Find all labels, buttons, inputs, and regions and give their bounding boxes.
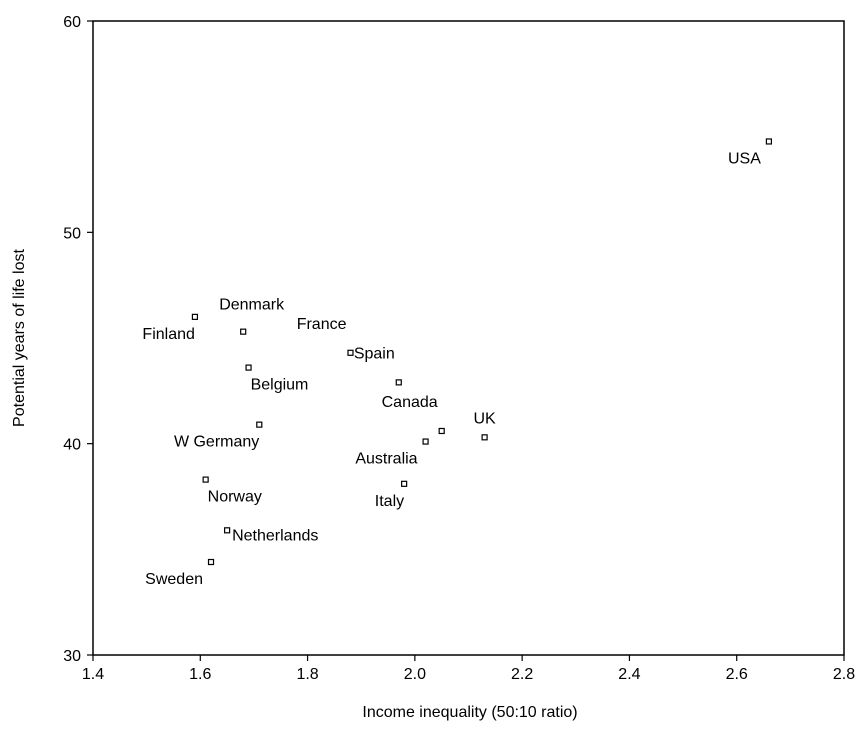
data-point-label: Australia (355, 451, 417, 468)
data-point-label: Spain (354, 345, 395, 362)
data-point-label: France (297, 316, 347, 333)
data-point (245, 364, 252, 371)
data-point (347, 349, 354, 356)
data-point-label: Italy (375, 493, 404, 510)
data-point (395, 379, 402, 386)
data-point-label: Finland (142, 326, 194, 343)
data-point (481, 434, 488, 441)
data-point (256, 421, 263, 428)
x-tick-label: 1.4 (82, 666, 104, 683)
data-point-label: Belgium (251, 377, 309, 394)
x-axis: 1.4 1.6 1.8 2.0 2.2 2.4 2.6 2.8 (82, 655, 855, 683)
data-point-label: Norway (208, 489, 262, 506)
y-tick-label: 40 (63, 437, 81, 454)
data-point-label: Canada (382, 394, 438, 411)
data-point-label: UK (473, 410, 496, 427)
data-point (202, 476, 209, 483)
data-point (401, 480, 408, 487)
x-tick-label: 2.6 (726, 666, 748, 683)
data-point (207, 558, 215, 566)
data-point (422, 438, 429, 445)
y-axis-title: Potential years of life lost (11, 249, 28, 427)
y-tick-label: 60 (63, 14, 81, 31)
x-tick-label: 2.0 (404, 666, 426, 683)
x-tick-label: 2.8 (833, 666, 855, 683)
data-point (765, 138, 773, 145)
x-tick-label: 1.8 (296, 666, 318, 683)
x-tick-label: 1.6 (189, 666, 211, 683)
plot-area-frame (92, 20, 845, 656)
data-point (240, 328, 247, 335)
y-axis: 30 40 50 60 (63, 14, 93, 665)
y-tick-label: 50 (63, 225, 81, 242)
data-point-label: Sweden (145, 571, 203, 588)
data-point-label: Netherlands (232, 527, 318, 544)
data-point-label: W Germany (174, 434, 259, 451)
x-tick-label: 2.4 (618, 666, 640, 683)
y-tick-label: 30 (63, 648, 81, 665)
data-point (191, 313, 199, 320)
data-point (224, 527, 231, 534)
data-point-label: Denmark (219, 297, 285, 314)
data-point (438, 427, 445, 435)
data-points: USA Finland Denmark France Belgium Spain W Ger… (142, 138, 773, 588)
x-axis-title: Income inequality (50:10 ratio) (362, 704, 577, 721)
x-tick-label: 2.2 (511, 666, 533, 683)
data-point-label: USA (728, 150, 761, 167)
